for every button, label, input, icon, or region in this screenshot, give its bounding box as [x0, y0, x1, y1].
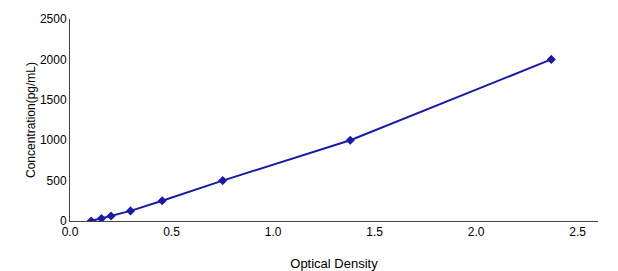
- svg-text:2500: 2500: [40, 12, 67, 26]
- svg-text:500: 500: [47, 174, 67, 188]
- svg-text:Concentration(pg/mL): Concentration(pg/mL): [24, 62, 38, 178]
- svg-text:2.5: 2.5: [569, 225, 586, 239]
- svg-text:Optical Density: Optical Density: [290, 256, 378, 271]
- svg-text:1.0: 1.0: [265, 225, 282, 239]
- svg-text:0.0: 0.0: [62, 225, 79, 239]
- svg-text:2000: 2000: [40, 53, 67, 67]
- svg-text:0: 0: [60, 214, 67, 228]
- svg-text:0.5: 0.5: [163, 225, 180, 239]
- svg-text:2.0: 2.0: [468, 225, 485, 239]
- svg-text:1.5: 1.5: [366, 225, 383, 239]
- svg-text:1500: 1500: [40, 93, 67, 107]
- svg-text:1000: 1000: [40, 133, 67, 147]
